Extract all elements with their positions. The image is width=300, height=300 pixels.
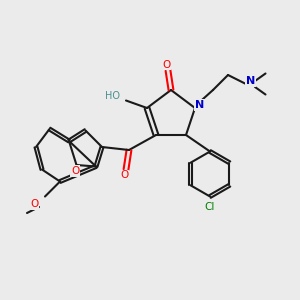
Text: O: O <box>120 170 129 181</box>
Text: N: N <box>195 100 204 110</box>
Text: O: O <box>71 166 79 176</box>
Text: N: N <box>246 76 255 86</box>
Text: HO: HO <box>105 91 120 101</box>
Text: Cl: Cl <box>205 202 215 212</box>
Text: O: O <box>30 199 39 209</box>
Text: O: O <box>162 59 171 70</box>
